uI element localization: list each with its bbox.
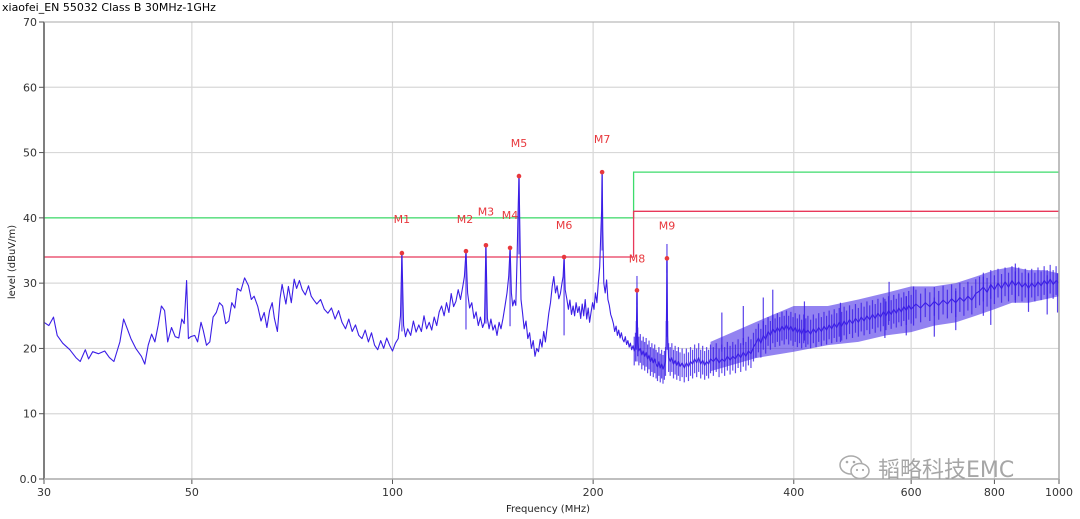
peak-markers: M1 M2 M3 M4 M5 M6 M7 M8 M9	[394, 133, 676, 362]
x-tick-label: 200	[583, 486, 604, 499]
axes: 0.0 10 20 30 40 50 60 70 30 50 100 200 400 600 800 1000	[20, 16, 1074, 499]
x-tick-label: 50	[185, 486, 199, 499]
marker-label-m2: M2	[457, 213, 474, 226]
limit-lines	[44, 171, 1059, 258]
marker-label-m3: M3	[478, 205, 495, 218]
marker-label-m1: M1	[394, 213, 411, 226]
y-tick-label: 60	[23, 81, 37, 94]
marker-label-m7: M7	[594, 133, 611, 146]
y-tick-label: 30	[23, 277, 37, 290]
marker-dot	[463, 248, 469, 254]
marker-dot	[483, 242, 489, 248]
y-tick-label: 10	[23, 408, 37, 421]
marker-dot	[664, 256, 670, 261]
marker-label-m5: M5	[511, 137, 528, 150]
marker-dot	[516, 173, 522, 179]
spectrum-trace	[43, 171, 1060, 384]
y-tick-label: 70	[23, 16, 37, 29]
x-tick-label: 600	[901, 486, 922, 499]
y-tick-label: 50	[23, 147, 37, 160]
marker-label-m8: M8	[629, 252, 646, 265]
watermark-text: 韬略科技EMC	[878, 458, 1015, 483]
x-tick-label: 400	[783, 486, 804, 499]
x-tick-label: 30	[37, 486, 51, 499]
x-axis-title: Frequency (MHz)	[506, 504, 590, 515]
marker-dot	[561, 254, 567, 260]
qp-limit-line	[44, 171, 1059, 219]
marker-label-m6: M6	[556, 219, 573, 232]
marker-label-m4: M4	[502, 209, 519, 222]
marker-dot	[634, 288, 640, 293]
y-tick-label: 40	[23, 212, 37, 225]
chart-title: xiaofei_EN 55032 Class B 30MHz-1GHz	[2, 1, 216, 14]
margin-limit-line	[44, 210, 1059, 258]
grid-lines	[44, 22, 1059, 479]
marker-dot	[399, 250, 405, 256]
y-tick-label: 0.0	[20, 473, 38, 486]
marker-label-m9: M9	[659, 219, 676, 232]
x-tick-label: 800	[984, 486, 1005, 499]
wechat-icon	[838, 454, 872, 482]
watermark: 韬略科技EMC	[838, 452, 1014, 484]
marker-dot	[507, 245, 513, 251]
y-tick-label: 20	[23, 342, 37, 355]
marker-dot	[599, 169, 605, 175]
x-tick-label: 1000	[1045, 486, 1073, 499]
y-axis-title: level (dBuV/m)	[7, 225, 18, 299]
x-tick-label: 100	[382, 486, 403, 499]
